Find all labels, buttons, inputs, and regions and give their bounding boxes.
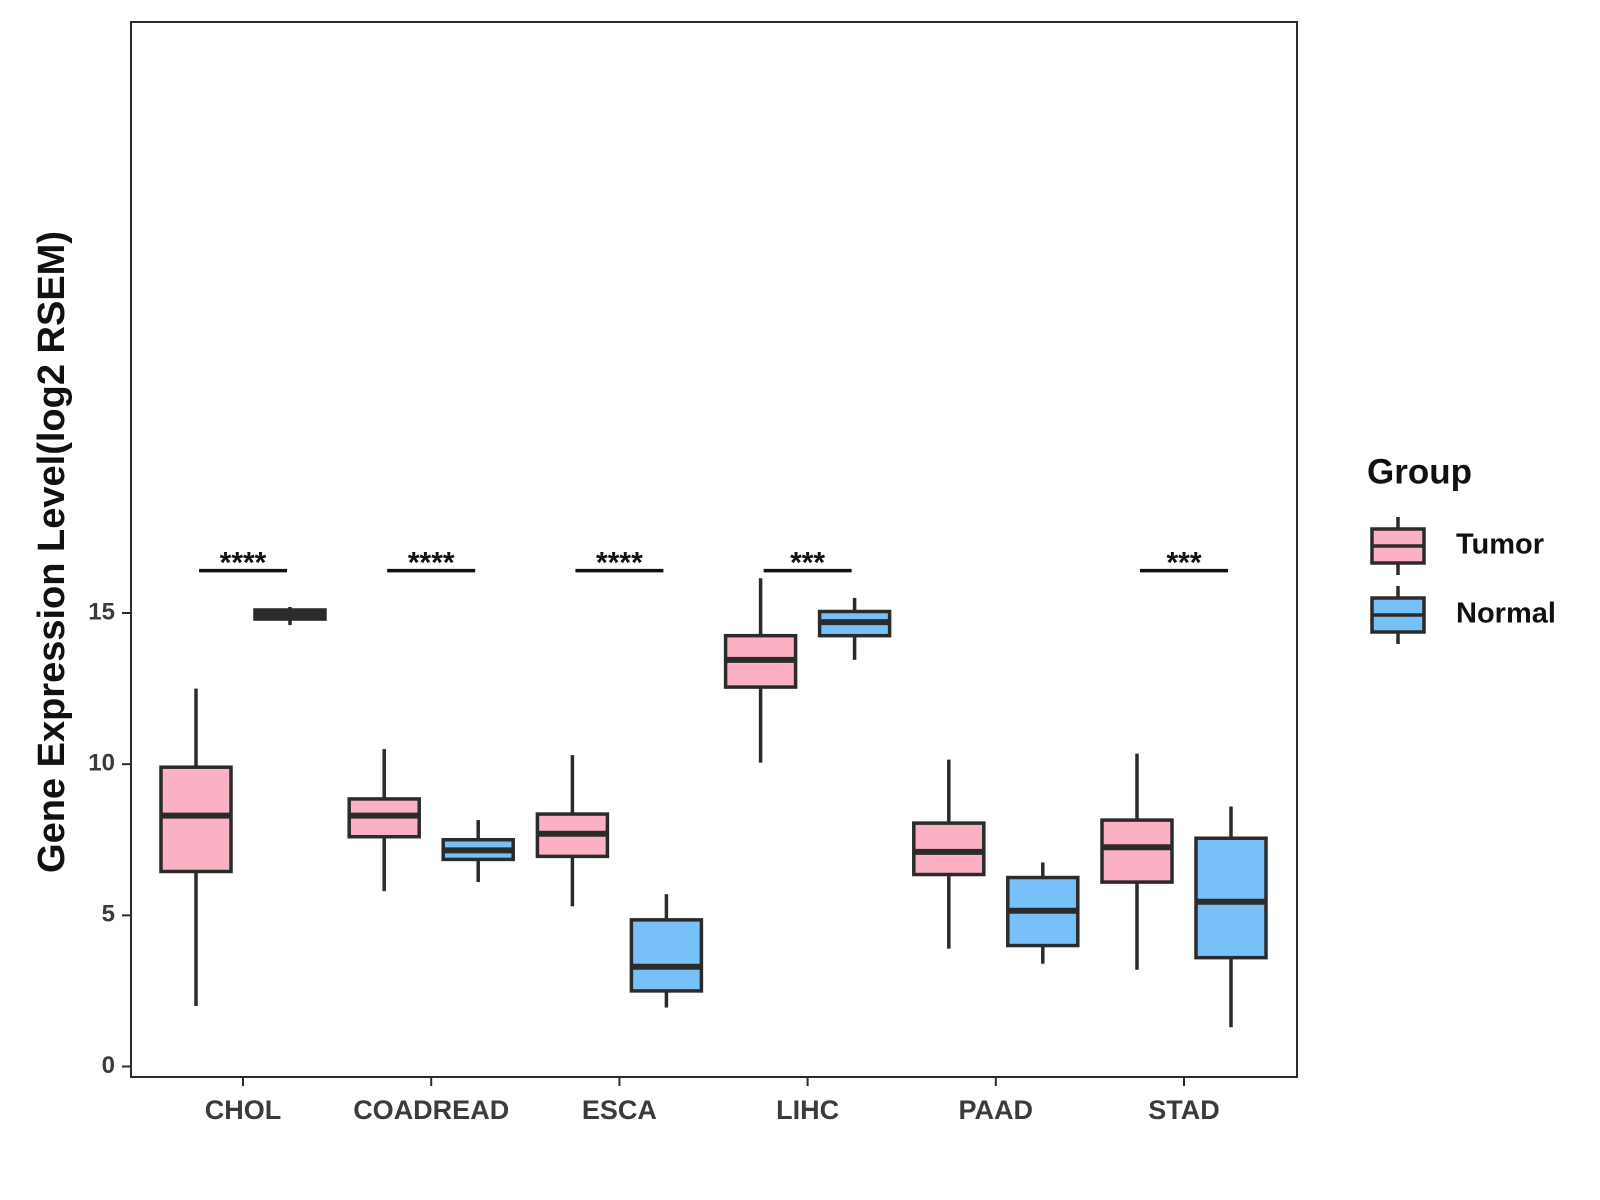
legend: Group Tumor Normal xyxy=(1367,452,1556,644)
x-tick-label-lihc: LIHC xyxy=(776,1095,839,1125)
box-normal-coadread xyxy=(441,820,515,883)
legend-item-tumor: Tumor xyxy=(1370,517,1544,575)
x-axis: CHOL COADREAD ESCA LIHC PAAD STAD xyxy=(205,1077,1220,1125)
x-tick-label-coadread: COADREAD xyxy=(353,1095,509,1125)
box-tumor-lihc xyxy=(723,578,798,763)
iqr-box xyxy=(1100,818,1174,884)
box-normal-stad xyxy=(1194,806,1268,1028)
legend-item-normal: Normal xyxy=(1370,586,1556,644)
x-tick-label-paad: PAAD xyxy=(959,1095,1034,1125)
box-normal-chol xyxy=(253,606,327,626)
box-tumor-esca xyxy=(535,755,610,907)
y-tick-label: 0 xyxy=(102,1052,115,1079)
x-tick-label-esca: ESCA xyxy=(582,1095,657,1125)
box-series xyxy=(159,578,1268,1028)
significance-label: *** xyxy=(790,547,825,580)
box-tumor-stad xyxy=(1100,753,1174,970)
box-tumor-chol xyxy=(159,688,233,1007)
box-normal-esca xyxy=(629,894,704,1008)
box-tumor-coadread xyxy=(347,749,421,892)
box-tumor-paad xyxy=(912,759,986,949)
significance-label: *** xyxy=(1166,547,1201,580)
y-tick-label: 15 xyxy=(88,598,115,625)
plot-panel xyxy=(130,21,1298,1078)
y-axis: 0 5 10 15 xyxy=(88,598,131,1079)
x-tick-label-stad: STAD xyxy=(1148,1095,1220,1125)
significance-label: **** xyxy=(596,547,643,580)
iqr-box xyxy=(1194,836,1268,960)
significance-label: **** xyxy=(408,547,455,580)
iqr-box xyxy=(629,918,704,993)
legend-entries: Tumor Normal xyxy=(1370,517,1556,644)
legend-label: Tumor xyxy=(1456,529,1544,561)
y-tick-label: 5 xyxy=(102,901,115,928)
x-tick-label-chol: CHOL xyxy=(205,1095,282,1125)
y-axis-label: Gene Expression Level(log2 RSEM) xyxy=(31,231,73,873)
significance-annotations: **** **** **** *** *** xyxy=(199,547,1228,580)
iqr-box xyxy=(912,821,986,877)
legend-title: Group xyxy=(1367,452,1472,491)
box-normal-paad xyxy=(1006,862,1080,964)
y-tick-label: 10 xyxy=(88,750,115,777)
box-normal-lihc xyxy=(817,597,892,660)
legend-label: Normal xyxy=(1456,598,1556,630)
iqr-box xyxy=(159,765,233,874)
significance-label: **** xyxy=(220,547,267,580)
